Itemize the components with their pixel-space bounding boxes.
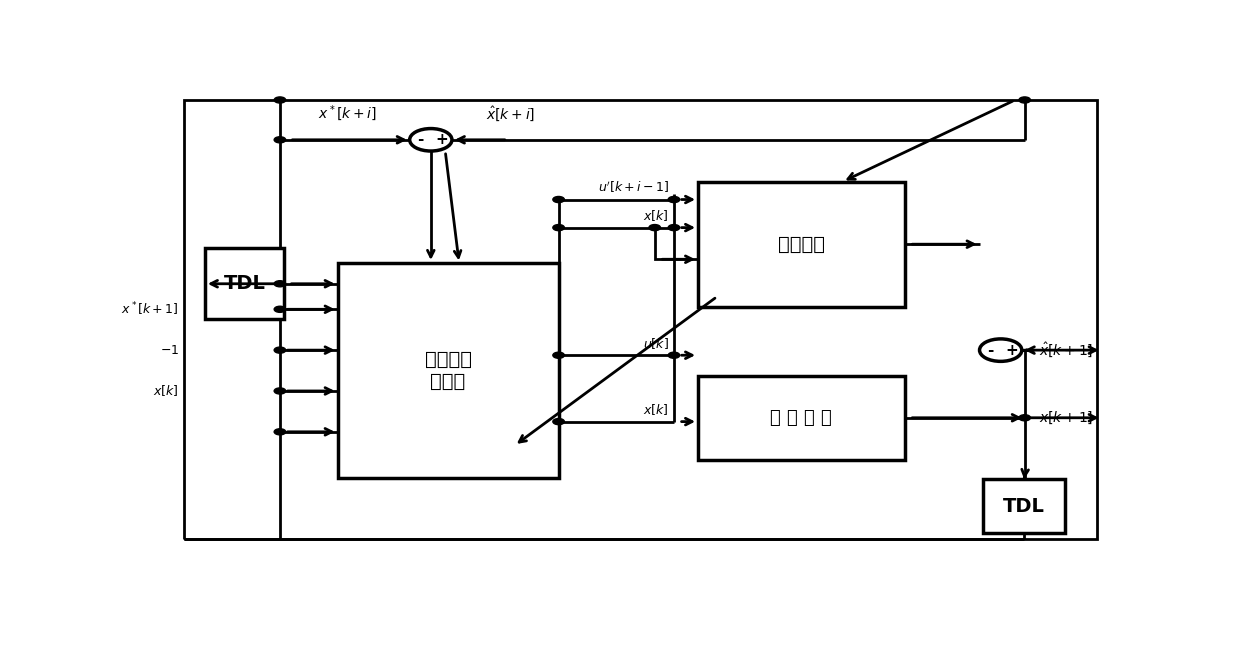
- Text: -: -: [417, 133, 423, 147]
- Text: $x[k]$: $x[k]$: [154, 383, 179, 398]
- Text: TDL: TDL: [1003, 497, 1045, 516]
- Circle shape: [274, 137, 285, 143]
- Circle shape: [553, 418, 564, 425]
- Circle shape: [980, 339, 1022, 361]
- Bar: [983, 479, 1065, 533]
- Text: $x[k]$: $x[k]$: [644, 209, 670, 223]
- Circle shape: [649, 225, 661, 231]
- Circle shape: [668, 352, 680, 358]
- Circle shape: [409, 129, 451, 151]
- Circle shape: [1019, 415, 1030, 421]
- Bar: [698, 376, 904, 460]
- Text: $\hat{x}[k+i]$: $\hat{x}[k+i]$: [486, 105, 536, 123]
- Circle shape: [274, 388, 285, 394]
- Text: $-1$: $-1$: [160, 343, 179, 357]
- Circle shape: [553, 225, 564, 231]
- Circle shape: [274, 347, 285, 353]
- Circle shape: [274, 97, 285, 103]
- Text: 预测模型: 预测模型: [777, 235, 825, 254]
- Circle shape: [274, 306, 285, 312]
- Bar: [337, 263, 559, 478]
- Circle shape: [553, 196, 564, 203]
- Text: $x[k+1]$: $x[k+1]$: [1039, 410, 1094, 426]
- Bar: [205, 248, 284, 320]
- Circle shape: [668, 225, 680, 231]
- Text: $x[k]$: $x[k]$: [644, 402, 670, 418]
- Text: 被 控 对 象: 被 控 对 象: [770, 409, 832, 427]
- Text: $x^*[k+i]$: $x^*[k+i]$: [317, 103, 377, 123]
- Text: +: +: [1004, 343, 1018, 357]
- Text: $\hat{x}[k+1]$: $\hat{x}[k+1]$: [1039, 341, 1094, 359]
- Text: $u'[k+i-1]$: $u'[k+i-1]$: [598, 180, 670, 196]
- Text: +: +: [435, 133, 448, 147]
- Text: TDL: TDL: [223, 274, 265, 293]
- Text: $x^*[k+1]$: $x^*[k+1]$: [122, 300, 179, 318]
- Text: 神经网络
控制器: 神经网络 控制器: [424, 350, 471, 391]
- Circle shape: [274, 429, 285, 435]
- Text: -: -: [987, 343, 993, 357]
- Circle shape: [1019, 97, 1030, 103]
- Bar: [698, 182, 904, 307]
- Text: $u[k]$: $u[k]$: [644, 336, 670, 351]
- Circle shape: [668, 196, 680, 203]
- Circle shape: [274, 280, 285, 287]
- Circle shape: [553, 352, 564, 358]
